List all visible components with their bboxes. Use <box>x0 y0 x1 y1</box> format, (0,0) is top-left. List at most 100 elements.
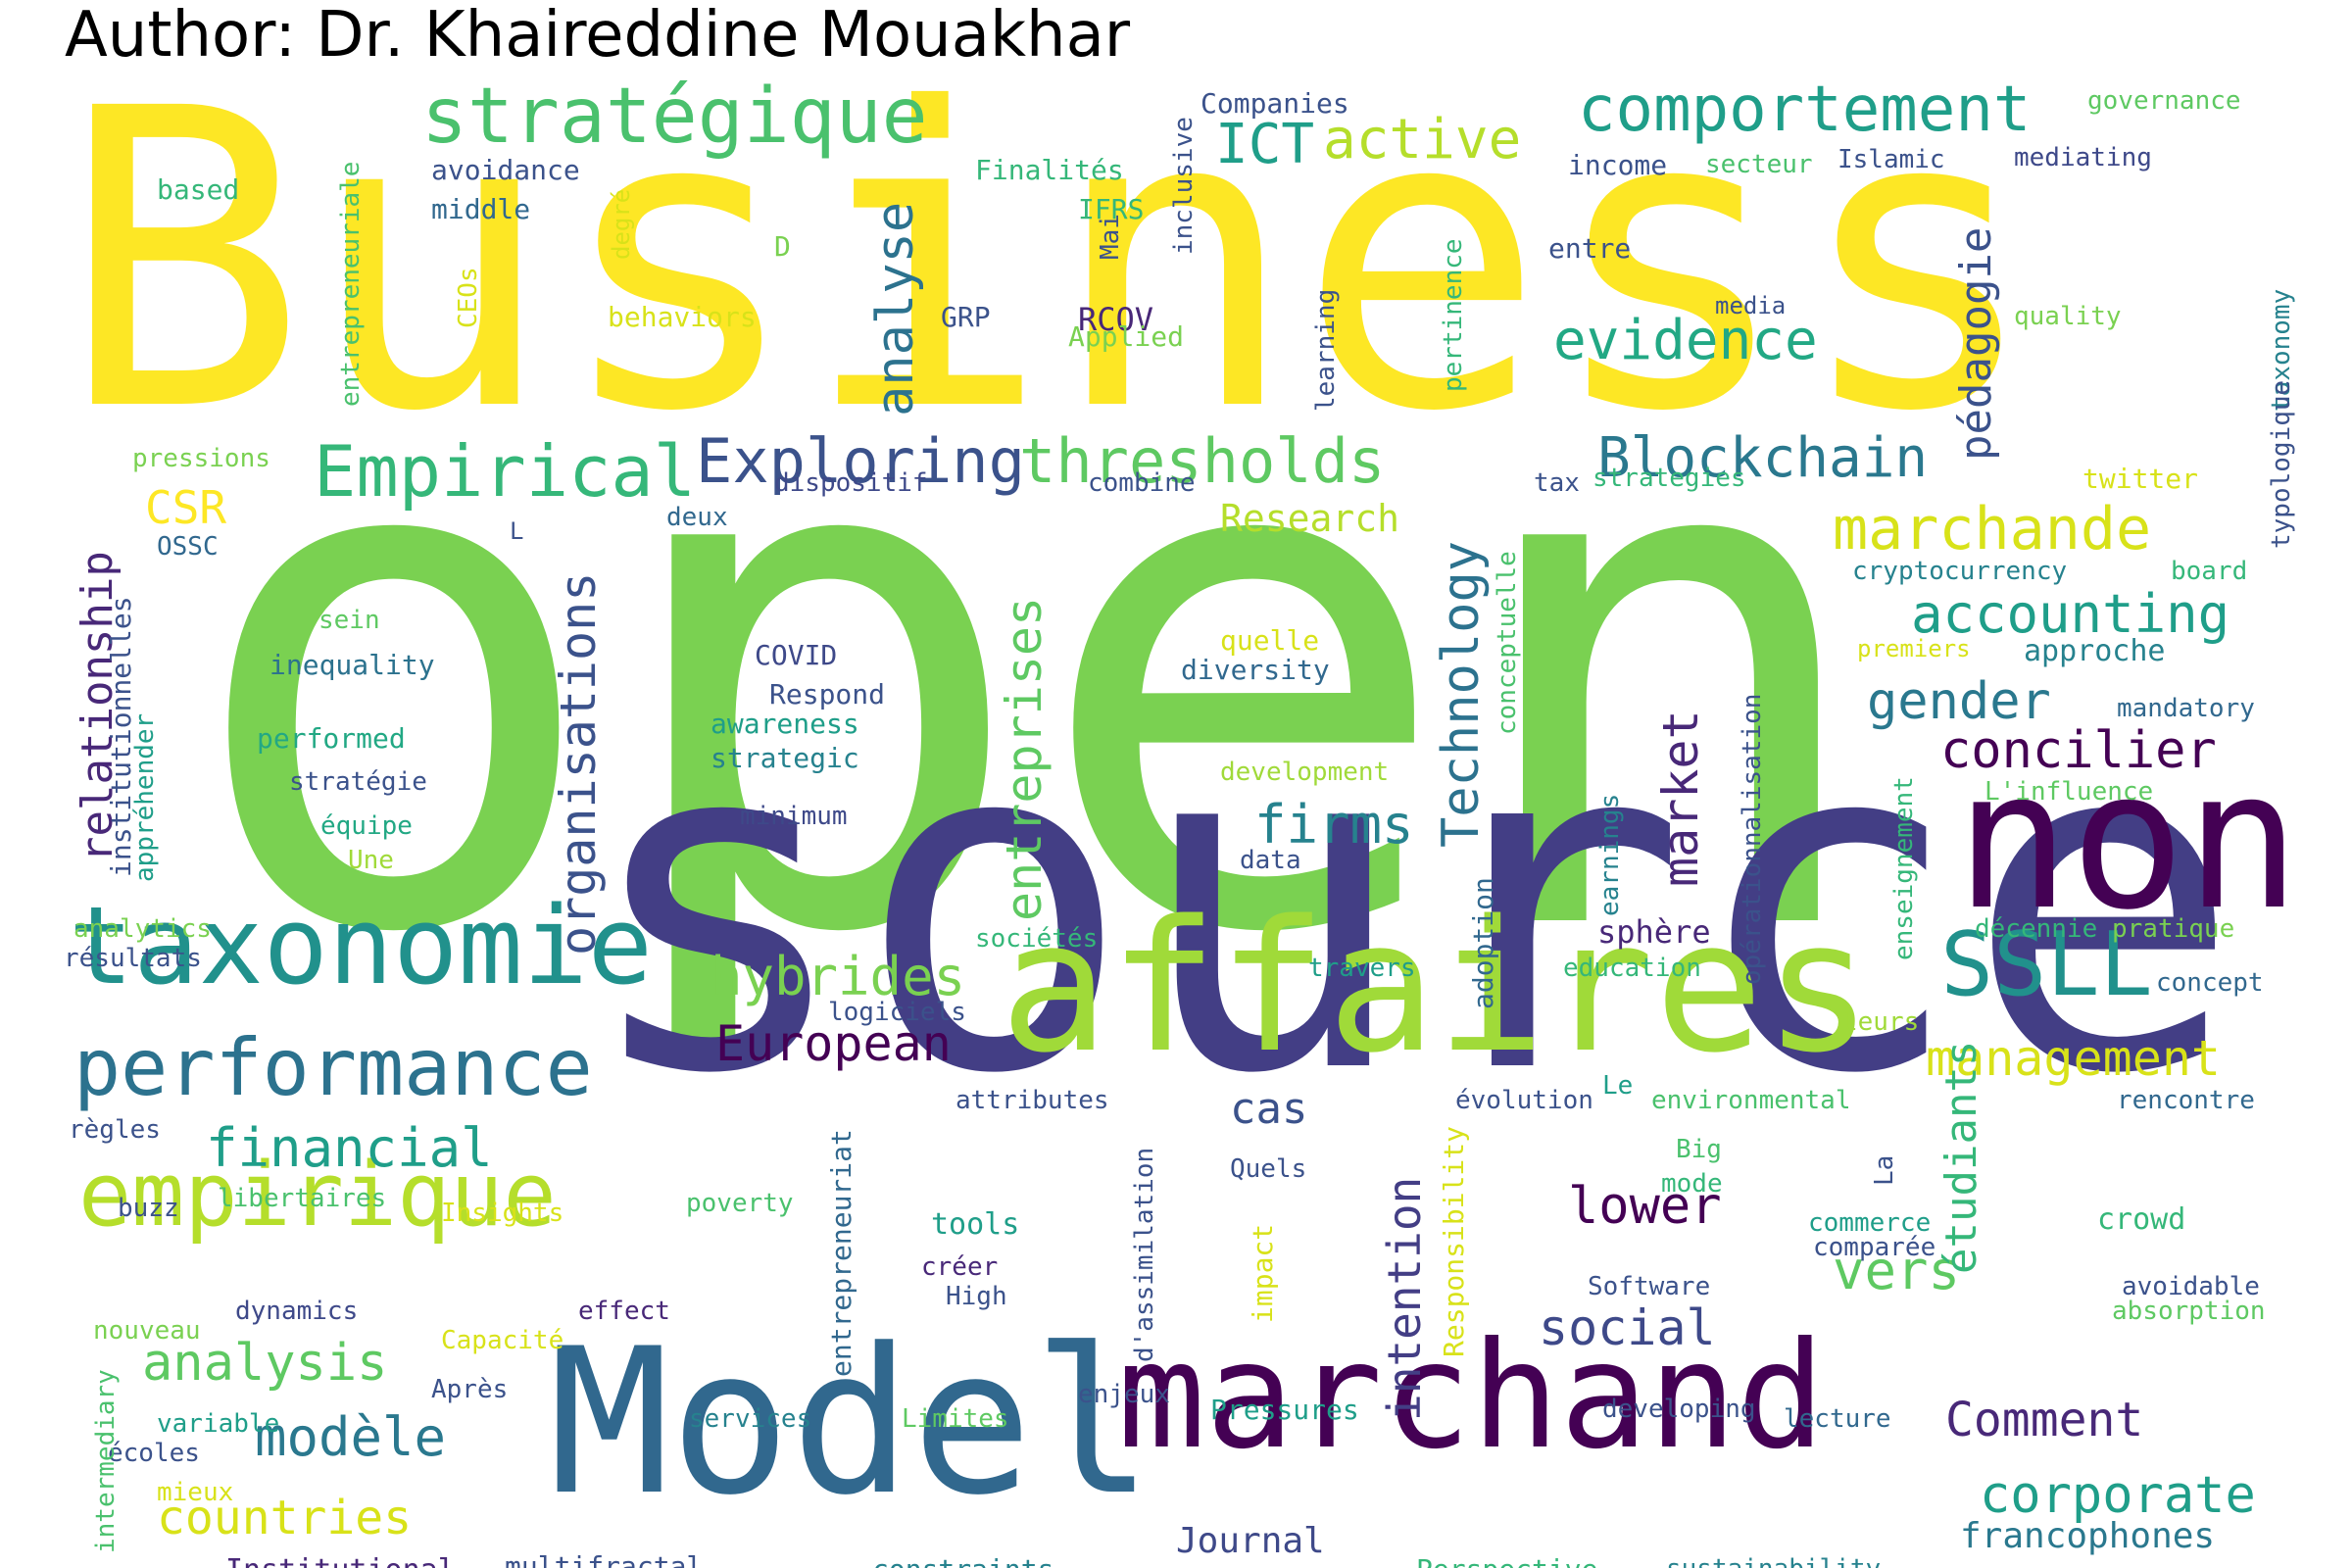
cloud-word: intention <box>1378 1176 1431 1421</box>
cloud-word: performance <box>74 1022 593 1113</box>
cloud-word: earnings <box>1595 793 1625 916</box>
cloud-word: quality <box>2014 302 2122 331</box>
cloud-word: lecture <box>1784 1404 1891 1434</box>
cloud-word: empirique <box>78 1144 557 1247</box>
cloud-word: mediating <box>2014 143 2152 172</box>
cloud-word: twitter <box>2082 463 2199 495</box>
cloud-word: behaviors <box>608 301 757 333</box>
cloud-word: sein <box>318 606 380 635</box>
cloud-word: middle <box>431 193 531 225</box>
cloud-word: based <box>157 173 240 206</box>
cloud-word: lower <box>1568 1177 1722 1236</box>
cloud-word: OSSC <box>157 532 219 562</box>
cloud-word: écoles <box>108 1439 200 1468</box>
cloud-word: management <box>1926 1030 2222 1087</box>
cloud-word: nouveau <box>93 1316 201 1346</box>
cloud-word: travers <box>1308 954 1416 983</box>
cloud-word: affaires <box>1000 881 1874 1093</box>
cloud-word: conceptuelle <box>1493 551 1522 735</box>
cloud-word: pratique <box>2112 914 2235 944</box>
cloud-word: absorption <box>2112 1297 2266 1326</box>
cloud-word: entrepreneuriale <box>336 161 366 407</box>
cloud-word: décennie <box>1975 914 2098 944</box>
cloud-word: D <box>774 230 791 263</box>
cloud-word: attributes <box>956 1086 1109 1115</box>
cloud-word: corporate <box>1980 1466 2256 1525</box>
cloud-word: gender <box>1867 672 2051 731</box>
cloud-word: Exploring <box>696 425 1025 497</box>
cloud-word: Journal <box>1176 1521 1325 1561</box>
cloud-word: commerce <box>1808 1208 1932 1238</box>
cloud-word: CEOs <box>454 267 483 328</box>
cloud-word: Responsibility <box>1438 1125 1470 1357</box>
cloud-word: concept <box>2156 968 2264 998</box>
cloud-word: typologique <box>2267 379 2296 549</box>
cloud-word: strategic <box>710 742 859 774</box>
cloud-word: évolution <box>1455 1086 1593 1115</box>
cloud-word: sphère <box>1597 913 1711 951</box>
cloud-word: francophones <box>1960 1516 2216 1556</box>
cloud-word: firms <box>1254 794 1414 856</box>
cloud-word: L <box>510 517 524 545</box>
cloud-word: analysis <box>142 1334 388 1393</box>
cloud-word: accounting <box>1911 583 2230 645</box>
cloud-word: libertaires <box>218 1184 387 1213</box>
cloud-word: logiciels <box>828 998 966 1027</box>
cloud-word: open <box>181 266 1881 1087</box>
cloud-word: governance <box>2087 86 2241 116</box>
cloud-word: source <box>578 638 2242 1174</box>
cloud-word: Model <box>549 1306 1154 1540</box>
cloud-word: opérationnalisation <box>1738 693 1767 985</box>
cloud-word: countries <box>157 1491 413 1545</box>
cloud-word: Mai <box>1096 214 1125 260</box>
cloud-word: RCOV <box>1078 301 1154 338</box>
cloud-word: secteur <box>1705 150 1813 179</box>
cloud-word: Limites <box>902 1404 1009 1434</box>
cloud-word: Applied <box>1068 320 1185 353</box>
cloud-word: Le <box>1602 1071 1634 1101</box>
cloud-word: mandatory <box>2117 694 2255 723</box>
cloud-word: sustainability <box>1666 1556 1881 1568</box>
cloud-word: combine <box>1088 468 1196 498</box>
cloud-word: enjeux <box>1078 1380 1170 1409</box>
cloud-word: degré <box>608 188 635 260</box>
cloud-word: strategies <box>1592 464 1746 493</box>
cloud-word: modèle <box>255 1406 447 1468</box>
cloud-word: Companies <box>1200 87 1349 120</box>
cloud-word: cas <box>1230 1084 1308 1134</box>
cloud-word: créer <box>921 1252 999 1282</box>
cloud-word: quelle <box>1220 624 1320 657</box>
cloud-word: developing <box>1602 1395 1756 1424</box>
cloud-word: entrepreneuriat <box>825 1129 858 1377</box>
cloud-word: leurs <box>1842 1007 1920 1037</box>
cloud-word: financial <box>206 1117 493 1179</box>
cloud-word: environmental <box>1651 1086 1851 1115</box>
cloud-word: comportement <box>1578 74 2032 146</box>
cloud-word: Finalités <box>975 154 1124 186</box>
cloud-word: règles <box>69 1115 161 1145</box>
cloud-word: pressions <box>132 444 270 473</box>
cloud-word: deux <box>666 503 728 532</box>
cloud-word: CSR <box>145 481 227 534</box>
cloud-word: Technology <box>1432 540 1491 848</box>
cloud-word: impact <box>1247 1223 1279 1323</box>
cloud-word: GRP <box>941 301 991 333</box>
cloud-word: Insights <box>441 1199 564 1228</box>
cloud-word: income <box>1568 149 1668 181</box>
cloud-word: pertinence <box>1439 238 1468 392</box>
cloud-word: analytics <box>74 914 212 944</box>
cloud-word: Capacité <box>441 1326 564 1355</box>
cloud-word: board <box>2171 557 2248 586</box>
cloud-word: development <box>1220 758 1390 787</box>
cloud-word: Software <box>1588 1272 1711 1301</box>
cloud-word: étudiants <box>1936 1040 1986 1274</box>
cloud-word: Pressures <box>1210 1394 1359 1426</box>
cloud-word: performed <box>257 722 406 755</box>
cloud-word: awareness <box>710 708 859 740</box>
cloud-word: dispositif <box>774 468 928 498</box>
cloud-word: SSLL <box>1940 913 2153 1016</box>
cloud-word: constraints <box>872 1556 1054 1568</box>
cloud-word: minimum <box>740 802 848 831</box>
cloud-word: Quels <box>1230 1154 1307 1184</box>
